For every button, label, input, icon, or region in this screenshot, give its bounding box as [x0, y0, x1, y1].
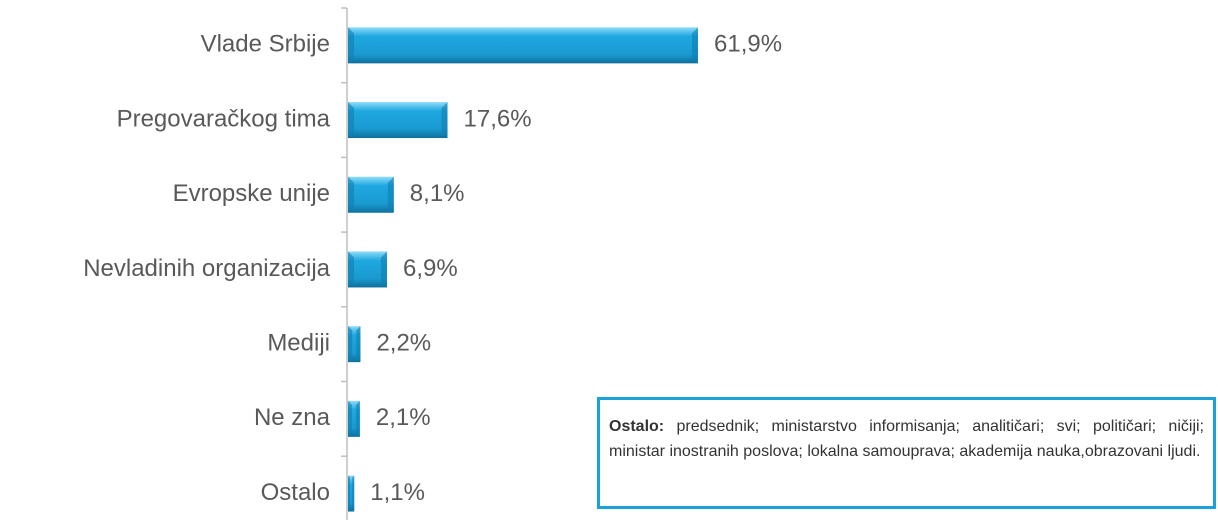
- category-label: Ne zna: [254, 404, 331, 431]
- value-label: 2,2%: [376, 329, 431, 356]
- category-label: Nevladinih organizacija: [83, 255, 330, 282]
- category-label: Pregovaračkog tima: [117, 105, 331, 132]
- category-label: Evropske unije: [173, 180, 330, 207]
- value-label: 2,1%: [376, 404, 431, 431]
- bar: [348, 400, 360, 437]
- bar-bevel: [348, 326, 361, 363]
- bar: [348, 176, 394, 213]
- bar: [348, 102, 448, 139]
- value-label: 61,9%: [714, 31, 782, 58]
- bar: [348, 27, 698, 64]
- category-label: Mediji: [267, 329, 330, 356]
- value-label: 1,1%: [370, 479, 425, 506]
- annotation-box: Ostalo: predsednik; ministarstvo informi…: [597, 397, 1216, 509]
- annotation-label: Ostalo:: [609, 418, 665, 435]
- bar: [348, 475, 355, 512]
- annotation-text: predsednik; ministarstvo informisanja; a…: [609, 418, 1204, 460]
- value-label: 17,6%: [464, 105, 532, 132]
- value-label: 8,1%: [410, 180, 465, 207]
- bar-bevel: [348, 475, 355, 512]
- value-label: 6,9%: [403, 255, 458, 282]
- bar: [348, 251, 388, 288]
- bar-bevel: [348, 400, 360, 437]
- category-label: Ostalo: [261, 479, 330, 506]
- category-label: Vlade Srbije: [201, 31, 330, 58]
